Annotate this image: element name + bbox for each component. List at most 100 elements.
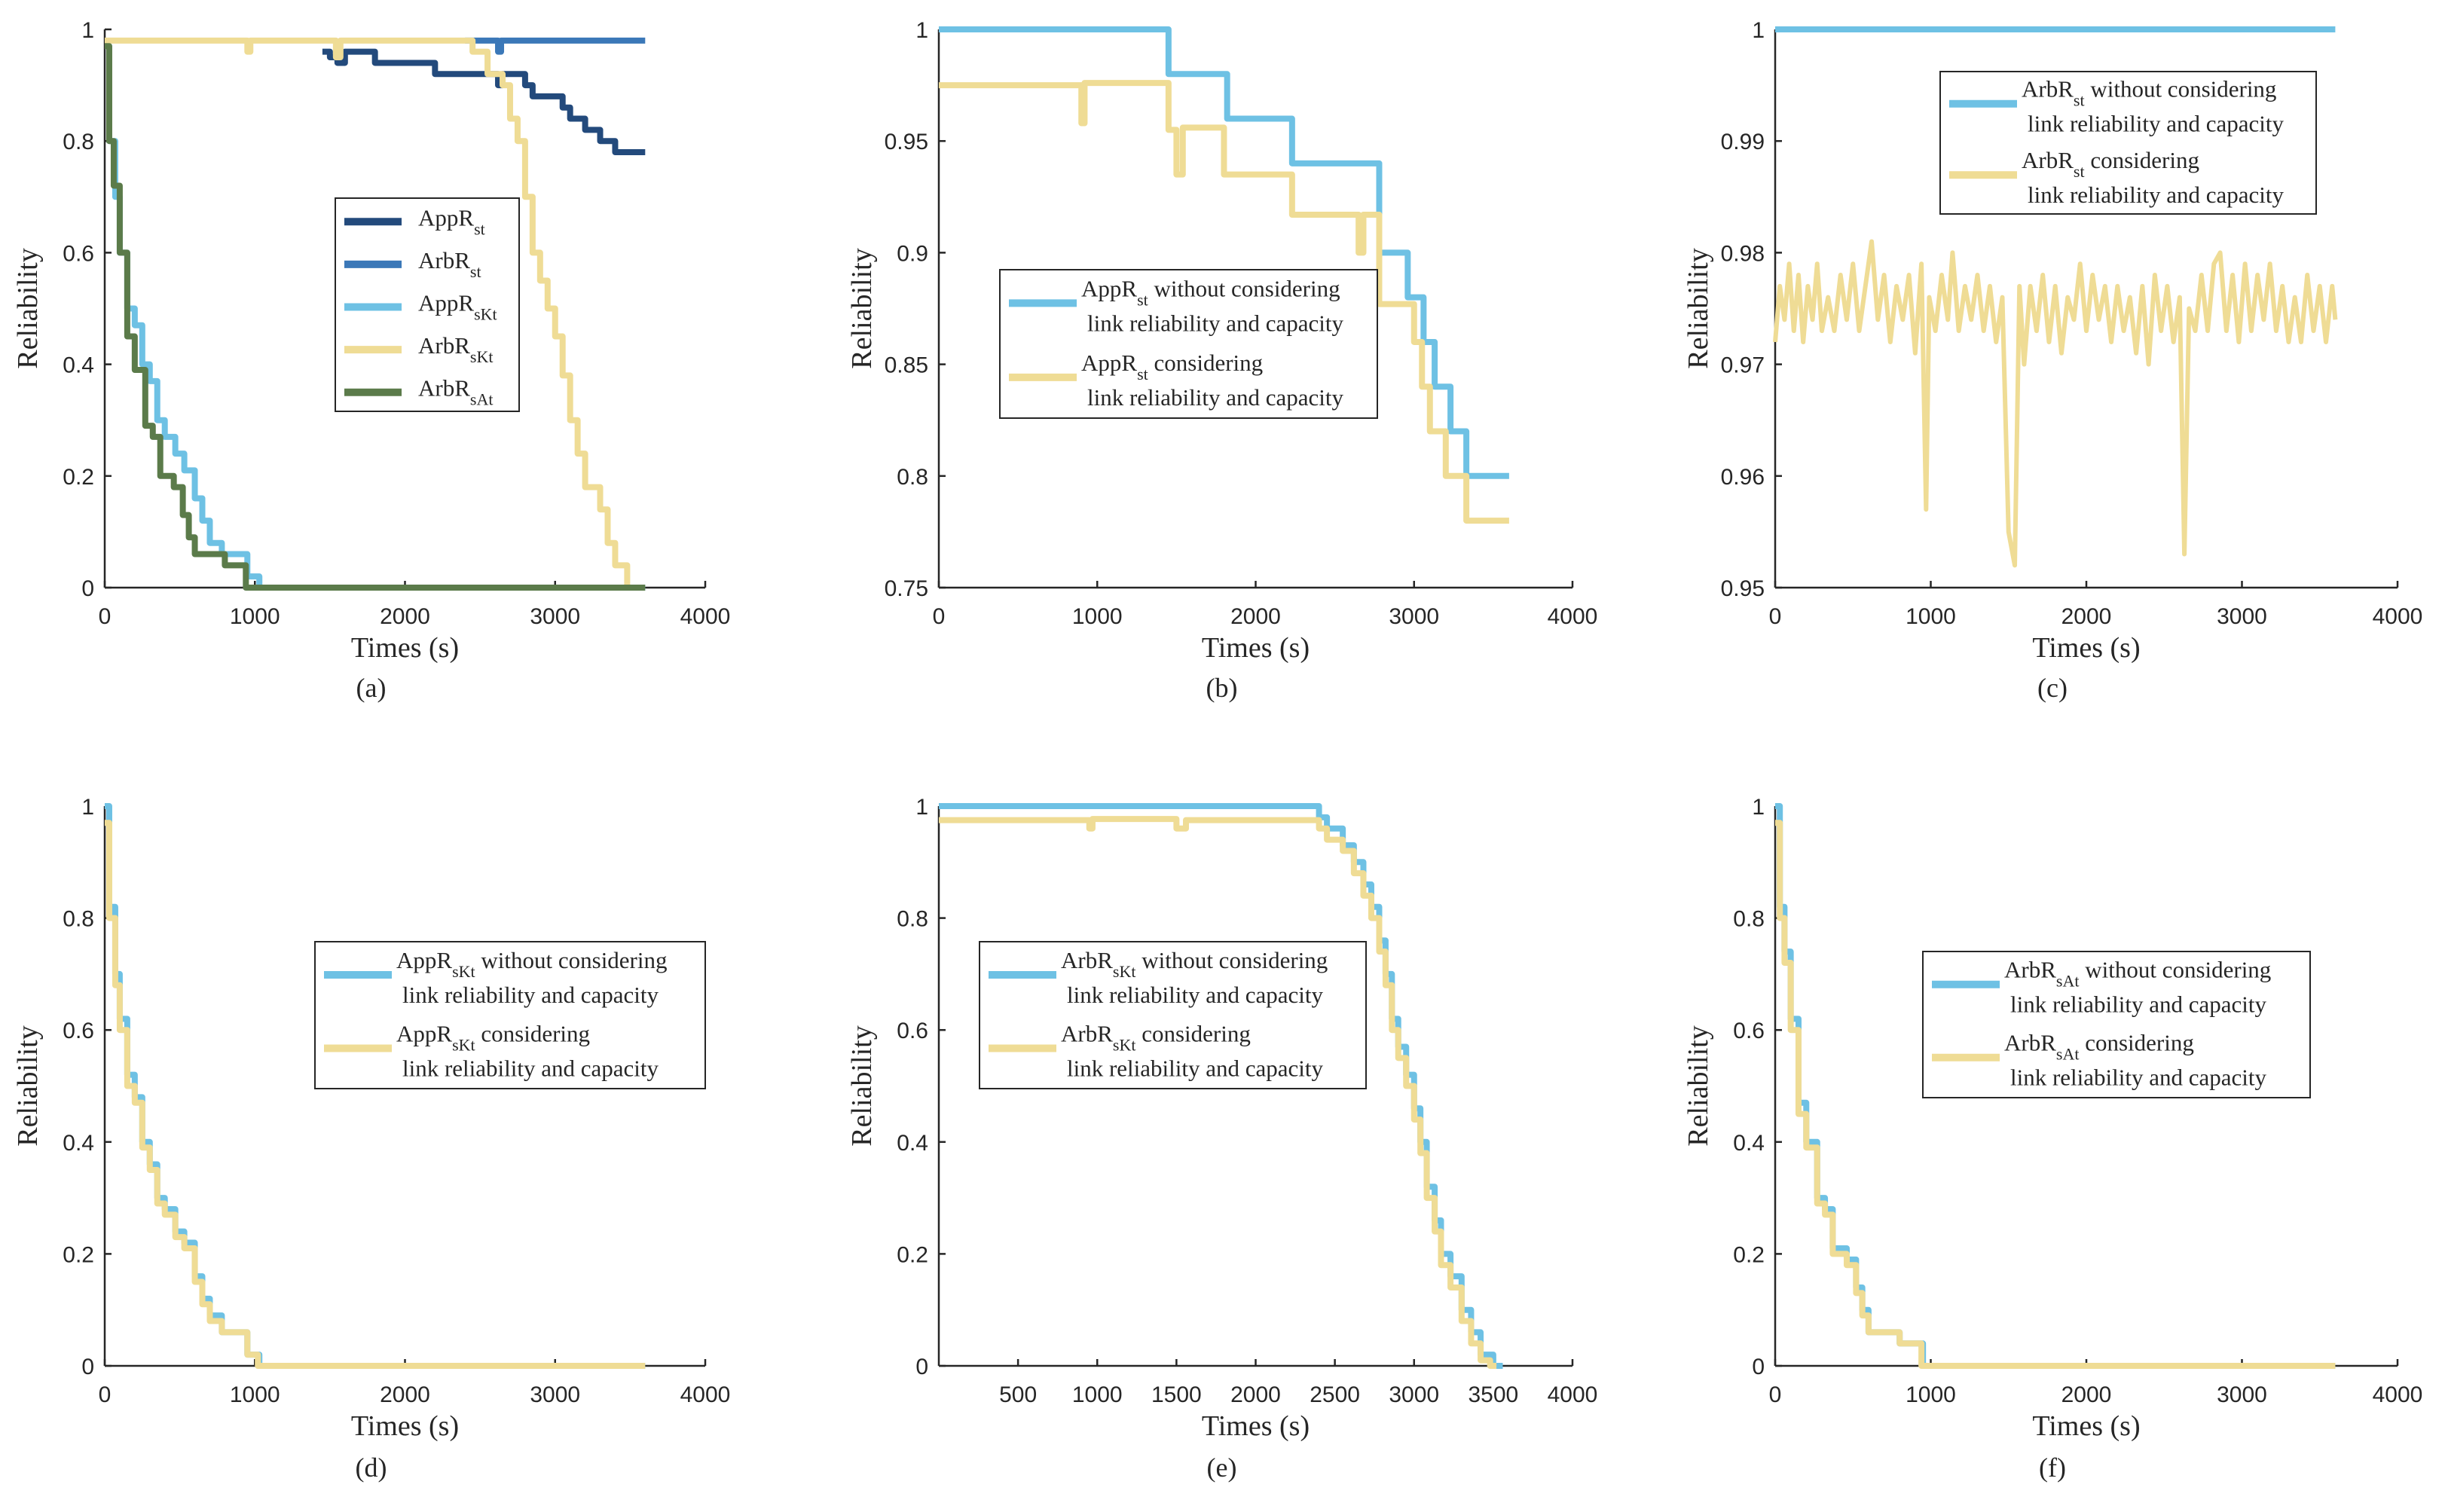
y-tick-label: 0.6 xyxy=(63,1019,94,1043)
x-tick-label: 3000 xyxy=(2217,604,2267,629)
legend-label-line2: link reliability and capacity xyxy=(2010,991,2267,1018)
x-tick-label: 4000 xyxy=(680,1382,731,1407)
legend-label-subscript: sAt xyxy=(470,390,494,409)
legend-label-line2: link reliability and capacity xyxy=(2028,111,2285,137)
y-tick-label: 0.2 xyxy=(1733,1242,1765,1267)
x-tick-label: 4000 xyxy=(1548,604,1598,629)
legend-label-subscript: st xyxy=(470,262,481,281)
legend-label-subscript: sAt xyxy=(2056,972,2080,991)
legend-box xyxy=(314,941,706,1089)
y-tick-label: 0.99 xyxy=(1721,130,1765,154)
x-tick-label: 4000 xyxy=(2373,1382,2423,1407)
x-tick-label: 0 xyxy=(933,604,946,629)
y-tick-label: 0.4 xyxy=(63,1131,94,1156)
y-tick-label: 0.2 xyxy=(897,1242,928,1267)
y-axis-label: Reliability xyxy=(1682,248,1714,368)
legend-label-subscript: st xyxy=(2074,91,2085,110)
legend-label-main: ArbR xyxy=(2022,147,2074,173)
legend-label-suffix: considering xyxy=(1135,1020,1250,1046)
x-tick-label: 1000 xyxy=(230,1382,280,1407)
y-tick-label: 1 xyxy=(81,18,94,43)
panel-e: 500 1000 1500 2000 2500 3000 3500 4000 0 0.2 0.4 0.… xyxy=(846,795,1597,1483)
y-tick-label: 1 xyxy=(1752,18,1765,43)
y-tick-label: 0.75 xyxy=(885,576,928,601)
y-axis-label: Reliability xyxy=(12,1025,44,1146)
y-tick-label: 0.98 xyxy=(1721,241,1765,266)
series-line-arbr-sat xyxy=(105,43,646,591)
legend-entry-label: ArbRsKt considering xyxy=(1061,1020,1251,1054)
x-axis-label: Times (s) xyxy=(2032,632,2140,664)
legend-label-suffix: considering xyxy=(2085,147,2199,173)
legend-label-line2: link reliability and capacity xyxy=(1087,310,1344,336)
legend-label-subscript: st xyxy=(2074,162,2085,181)
x-tick-label: 3000 xyxy=(1389,1382,1439,1407)
legend-entry-label: ArbRsKt xyxy=(418,332,493,366)
y-tick-label: 0.6 xyxy=(63,241,94,266)
x-tick-label: 1000 xyxy=(1072,1382,1123,1407)
x-tick-label: 1000 xyxy=(230,604,280,629)
legend-label-subscript: sKt xyxy=(452,1035,475,1054)
y-tick-label: 0.96 xyxy=(1721,465,1765,490)
x-axis-label: Times (s) xyxy=(351,632,459,664)
y-tick-label: 0 xyxy=(81,1355,94,1379)
legend-label-subscript: sKt xyxy=(474,305,497,324)
x-axis-label: Times (s) xyxy=(351,1410,459,1442)
legend-entry-label: AppRst xyxy=(418,204,485,238)
x-tick-label: 1000 xyxy=(1906,1382,1956,1407)
legend-label-suffix: without considering xyxy=(2079,957,2271,983)
panel-caption: (e) xyxy=(1207,1452,1237,1483)
series-line-arbr-st xyxy=(465,37,646,55)
panel-caption: (c) xyxy=(2037,673,2068,703)
y-tick-label: 0 xyxy=(81,576,94,601)
legend-entry-label: ArbRsAt without considering xyxy=(2004,957,2271,991)
y-tick-label: 0.95 xyxy=(885,130,928,154)
legend-entry-label: ArbRst considering xyxy=(2022,147,2199,181)
legend-label-subscript: st xyxy=(1137,365,1148,383)
legend-entry-label: AppRsKt considering xyxy=(396,1020,590,1054)
series-line-appr-st xyxy=(939,26,1509,479)
legend-label-main: AppR xyxy=(396,1020,452,1046)
legend-entry-label: AppRsKt without considering xyxy=(396,947,668,981)
panel-b: 0 1000 2000 3000 4000 0.75 0.8 0.85 0.9 0.95 1 Time… xyxy=(846,18,1597,703)
y-tick-label: 0.8 xyxy=(63,907,94,932)
legend-entry-label: ArbRst without considering xyxy=(2022,76,2276,110)
x-tick-label: 3000 xyxy=(1389,604,1439,629)
y-tick-label: 0.6 xyxy=(1733,1019,1765,1043)
x-tick-label: 4000 xyxy=(2373,604,2423,629)
legend-label-subscript: sKt xyxy=(1113,962,1136,981)
y-tick-label: 0.6 xyxy=(897,1019,928,1043)
x-tick-label: 2000 xyxy=(380,1382,430,1407)
legend-label-main: ArbR xyxy=(2004,957,2056,983)
y-tick-label: 1 xyxy=(915,795,928,820)
legend: AppRst without considering link reliabili… xyxy=(999,269,1378,419)
legend-label-subscript: sKt xyxy=(470,347,494,366)
x-tick-label: 0 xyxy=(99,604,112,629)
y-tick-label: 0.4 xyxy=(63,353,94,378)
x-tick-label: 0 xyxy=(1769,604,1782,629)
legend-label-suffix: without considering xyxy=(1148,275,1340,301)
panel-caption: (a) xyxy=(356,673,387,703)
x-tick-label: 0 xyxy=(1769,1382,1782,1407)
x-axis-label: Times (s) xyxy=(1202,1410,1310,1442)
y-tick-label: 0.8 xyxy=(897,465,928,490)
legend-label-main: AppR xyxy=(1081,350,1137,376)
legend-label-line2: link reliability and capacity xyxy=(402,982,659,1008)
legend-label-line2: link reliability and capacity xyxy=(1067,1055,1324,1081)
x-tick-label: 1500 xyxy=(1151,1382,1202,1407)
legend-box xyxy=(1939,71,2317,215)
legend-label-main: ArbR xyxy=(2022,76,2074,102)
legend-entry-label: AppRst considering xyxy=(1081,350,1263,383)
legend-label-suffix: considering xyxy=(475,1020,590,1046)
x-tick-label: 2000 xyxy=(1230,1382,1281,1407)
legend-box xyxy=(1922,951,2311,1098)
x-tick-label: 2000 xyxy=(1230,604,1281,629)
legend-label-main: ArbR xyxy=(418,332,470,359)
y-tick-label: 0.97 xyxy=(1721,353,1765,378)
legend-box xyxy=(999,269,1378,419)
x-tick-label: 4000 xyxy=(680,604,731,629)
legend-label-main: AppR xyxy=(396,947,452,973)
